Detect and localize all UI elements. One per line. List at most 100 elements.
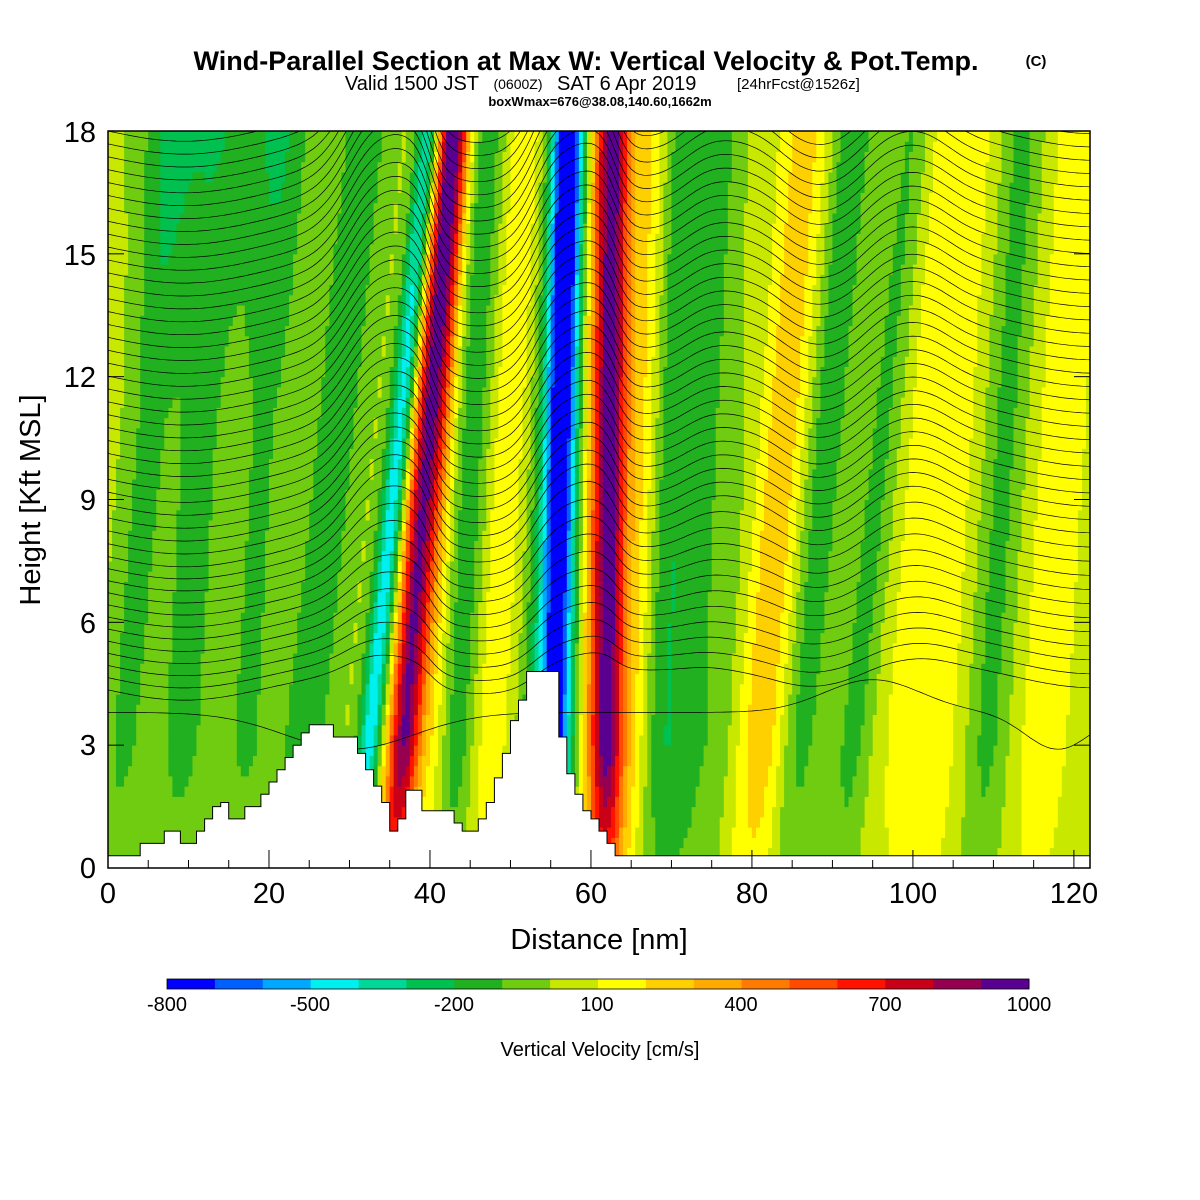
velocity-cell (261, 264, 266, 275)
velocity-cell (189, 172, 194, 183)
velocity-cell (237, 551, 242, 562)
velocity-cell (293, 418, 298, 429)
velocity-cell (116, 633, 121, 644)
velocity-cell (249, 141, 254, 152)
velocity-cell (201, 254, 206, 265)
velocity-cell (168, 663, 173, 674)
velocity-cell (209, 264, 214, 275)
velocity-cell (237, 715, 242, 726)
velocity-cell (277, 254, 282, 265)
velocity-cell (176, 817, 181, 828)
velocity-cell (233, 807, 238, 818)
velocity-cell (128, 643, 133, 654)
velocity-cell (176, 674, 181, 685)
velocity-cell (221, 448, 226, 459)
velocity-cell (197, 305, 202, 316)
velocity-cell (136, 500, 141, 511)
velocity-cell (245, 510, 250, 521)
velocity-cell (172, 745, 177, 756)
velocity-cell (253, 500, 258, 511)
velocity-cell (172, 622, 177, 633)
velocity-cell (164, 469, 169, 480)
velocity-cell (241, 131, 246, 142)
velocity-cell (257, 479, 262, 490)
velocity-cell (273, 213, 278, 224)
velocity-cell (164, 715, 169, 726)
velocity-cell (237, 366, 242, 377)
velocity-cell (285, 459, 290, 470)
velocity-cell (217, 551, 222, 562)
velocity-cell (172, 428, 177, 439)
velocity-cell (189, 315, 194, 326)
velocity-cell (140, 172, 145, 183)
velocity-cell (197, 489, 202, 500)
velocity-cell (112, 223, 117, 234)
velocity-cell (185, 356, 190, 367)
velocity-cell (205, 469, 210, 480)
velocity-cell (128, 817, 133, 828)
velocity-cell (156, 244, 161, 255)
velocity-cell (285, 704, 290, 715)
velocity-cell (281, 356, 286, 367)
velocity-cell (144, 745, 149, 756)
velocity-cell (120, 336, 125, 347)
velocity-cell (257, 233, 262, 244)
velocity-cell (237, 663, 242, 674)
velocity-cell (237, 755, 242, 766)
velocity-cell (225, 285, 230, 296)
velocity-cell (197, 141, 202, 152)
velocity-cell (152, 141, 157, 152)
velocity-cell (112, 540, 117, 551)
velocity-cell (213, 131, 218, 142)
velocity-cell (249, 694, 254, 705)
velocity-cell (217, 418, 222, 429)
velocity-cell (289, 377, 294, 388)
velocity-cell (148, 551, 153, 562)
velocity-cell (193, 244, 198, 255)
velocity-cell (136, 551, 141, 562)
velocity-cell (116, 551, 121, 562)
velocity-cell (233, 540, 238, 551)
velocity-cell (189, 182, 194, 193)
velocity-cell (281, 704, 286, 715)
velocity-cell (229, 336, 234, 347)
velocity-cell (193, 182, 198, 193)
velocity-cell (140, 684, 145, 695)
velocity-cell (289, 663, 294, 674)
velocity-cell (281, 551, 286, 562)
velocity-cell (261, 387, 266, 398)
velocity-cell (289, 366, 294, 377)
velocity-cell (245, 459, 250, 470)
velocity-cell (116, 387, 121, 398)
velocity-cell (229, 162, 234, 173)
velocity-cell (221, 346, 226, 357)
velocity-cell (128, 326, 133, 337)
velocity-cell (144, 540, 149, 551)
velocity-cell (189, 602, 194, 613)
velocity-cell (152, 448, 157, 459)
velocity-cell (180, 223, 185, 234)
velocity-cell (164, 223, 169, 234)
velocity-cell (176, 725, 181, 736)
velocity-cell (217, 377, 222, 388)
velocity-cell (180, 274, 185, 285)
velocity-cell (180, 674, 185, 685)
velocity-cell (261, 285, 266, 296)
velocity-cell (132, 223, 137, 234)
velocity-cell (249, 152, 254, 163)
velocity-cell (217, 510, 222, 521)
velocity-cell (168, 274, 173, 285)
velocity-cell (293, 172, 298, 183)
velocity-cell (120, 233, 125, 244)
velocity-cell (293, 469, 298, 480)
velocity-cell (164, 346, 169, 357)
velocity-cell (221, 715, 226, 726)
velocity-cell (241, 233, 246, 244)
velocity-cell (197, 479, 202, 490)
velocity-cell (164, 602, 169, 613)
velocity-cell (213, 612, 218, 623)
velocity-cell (273, 735, 278, 746)
velocity-cell (152, 295, 157, 306)
velocity-cell (152, 704, 157, 715)
velocity-cell (233, 438, 238, 449)
